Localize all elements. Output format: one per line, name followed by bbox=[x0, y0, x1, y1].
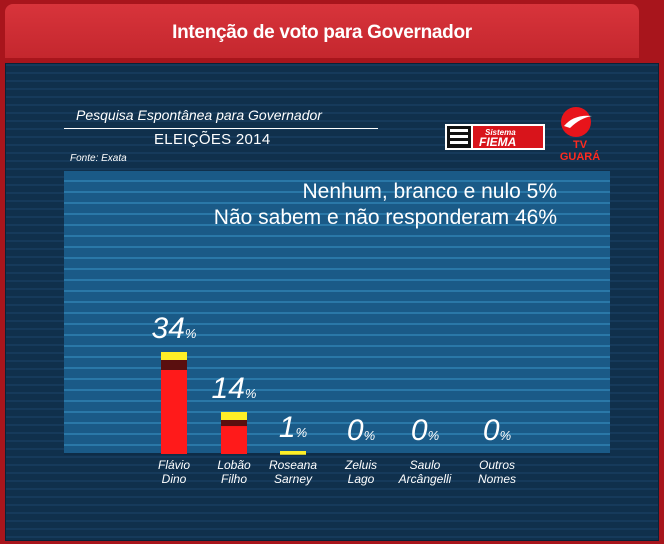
value-label-5: 0% bbox=[457, 414, 537, 448]
bar-shade bbox=[221, 420, 247, 427]
bar-cap bbox=[161, 352, 187, 360]
value-unit: % bbox=[295, 425, 308, 440]
chart-subtitle: ELEIÇÕES 2014 bbox=[154, 131, 271, 148]
title-rule bbox=[64, 128, 378, 129]
value-number: 1 bbox=[278, 411, 296, 444]
category-label-3: Zeluis Lago bbox=[344, 458, 377, 486]
value-number: 34 bbox=[151, 312, 185, 345]
value-label-3: 0% bbox=[321, 414, 401, 448]
category-label-5: Outros Nomes bbox=[477, 458, 516, 486]
value-number: 0 bbox=[410, 414, 428, 447]
value-unit: % bbox=[184, 326, 197, 341]
value-unit: % bbox=[363, 428, 376, 443]
value-number: 0 bbox=[346, 414, 364, 447]
chart-title: Pesquisa Espontânea para Governador bbox=[76, 107, 322, 123]
value-unit: % bbox=[427, 428, 440, 443]
header-bar: Intenção de voto para Governador bbox=[0, 0, 664, 58]
bar-1 bbox=[221, 412, 247, 454]
value-unit: % bbox=[499, 428, 512, 443]
category-label-1: Lobão Filho bbox=[217, 458, 251, 486]
header-inner: Intenção de voto para Governador bbox=[5, 4, 639, 58]
note-dont-know: Não sabem e não responderam 46% bbox=[213, 206, 557, 229]
bar-shade bbox=[161, 360, 187, 370]
fiema-text-1: Sistema bbox=[485, 128, 516, 137]
chart-source: Fonte: Exata bbox=[70, 153, 127, 164]
bar-2 bbox=[280, 451, 306, 455]
note-blank-null: Nenhum, branco e nulo 5% bbox=[302, 180, 558, 203]
tv-guara-label: TV GUARÁ bbox=[559, 139, 601, 163]
value-label-0: 34% bbox=[134, 312, 214, 346]
plot-area bbox=[64, 171, 610, 454]
category-label-4: Saulo Arcângelli bbox=[398, 458, 452, 486]
bar-cap bbox=[280, 451, 306, 455]
tv-guara-logo bbox=[561, 107, 592, 137]
fiema-text-2: FIEMA bbox=[479, 135, 516, 149]
category-label-2: Roseana Sarney bbox=[268, 458, 318, 486]
page-title: Intenção de voto para Governador bbox=[172, 22, 472, 43]
bar-cap bbox=[221, 412, 247, 420]
value-label-1: 14% bbox=[194, 372, 274, 406]
value-number: 14 bbox=[211, 372, 245, 405]
value-unit: % bbox=[244, 386, 257, 401]
category-label-0: Flávio Dino bbox=[157, 458, 190, 486]
bar-0 bbox=[161, 352, 187, 454]
value-label-4: 0% bbox=[385, 414, 465, 448]
value-label-2: 1% bbox=[253, 411, 333, 445]
value-number: 0 bbox=[482, 414, 500, 447]
fiema-logo: Sistema FIEMA bbox=[445, 124, 545, 150]
